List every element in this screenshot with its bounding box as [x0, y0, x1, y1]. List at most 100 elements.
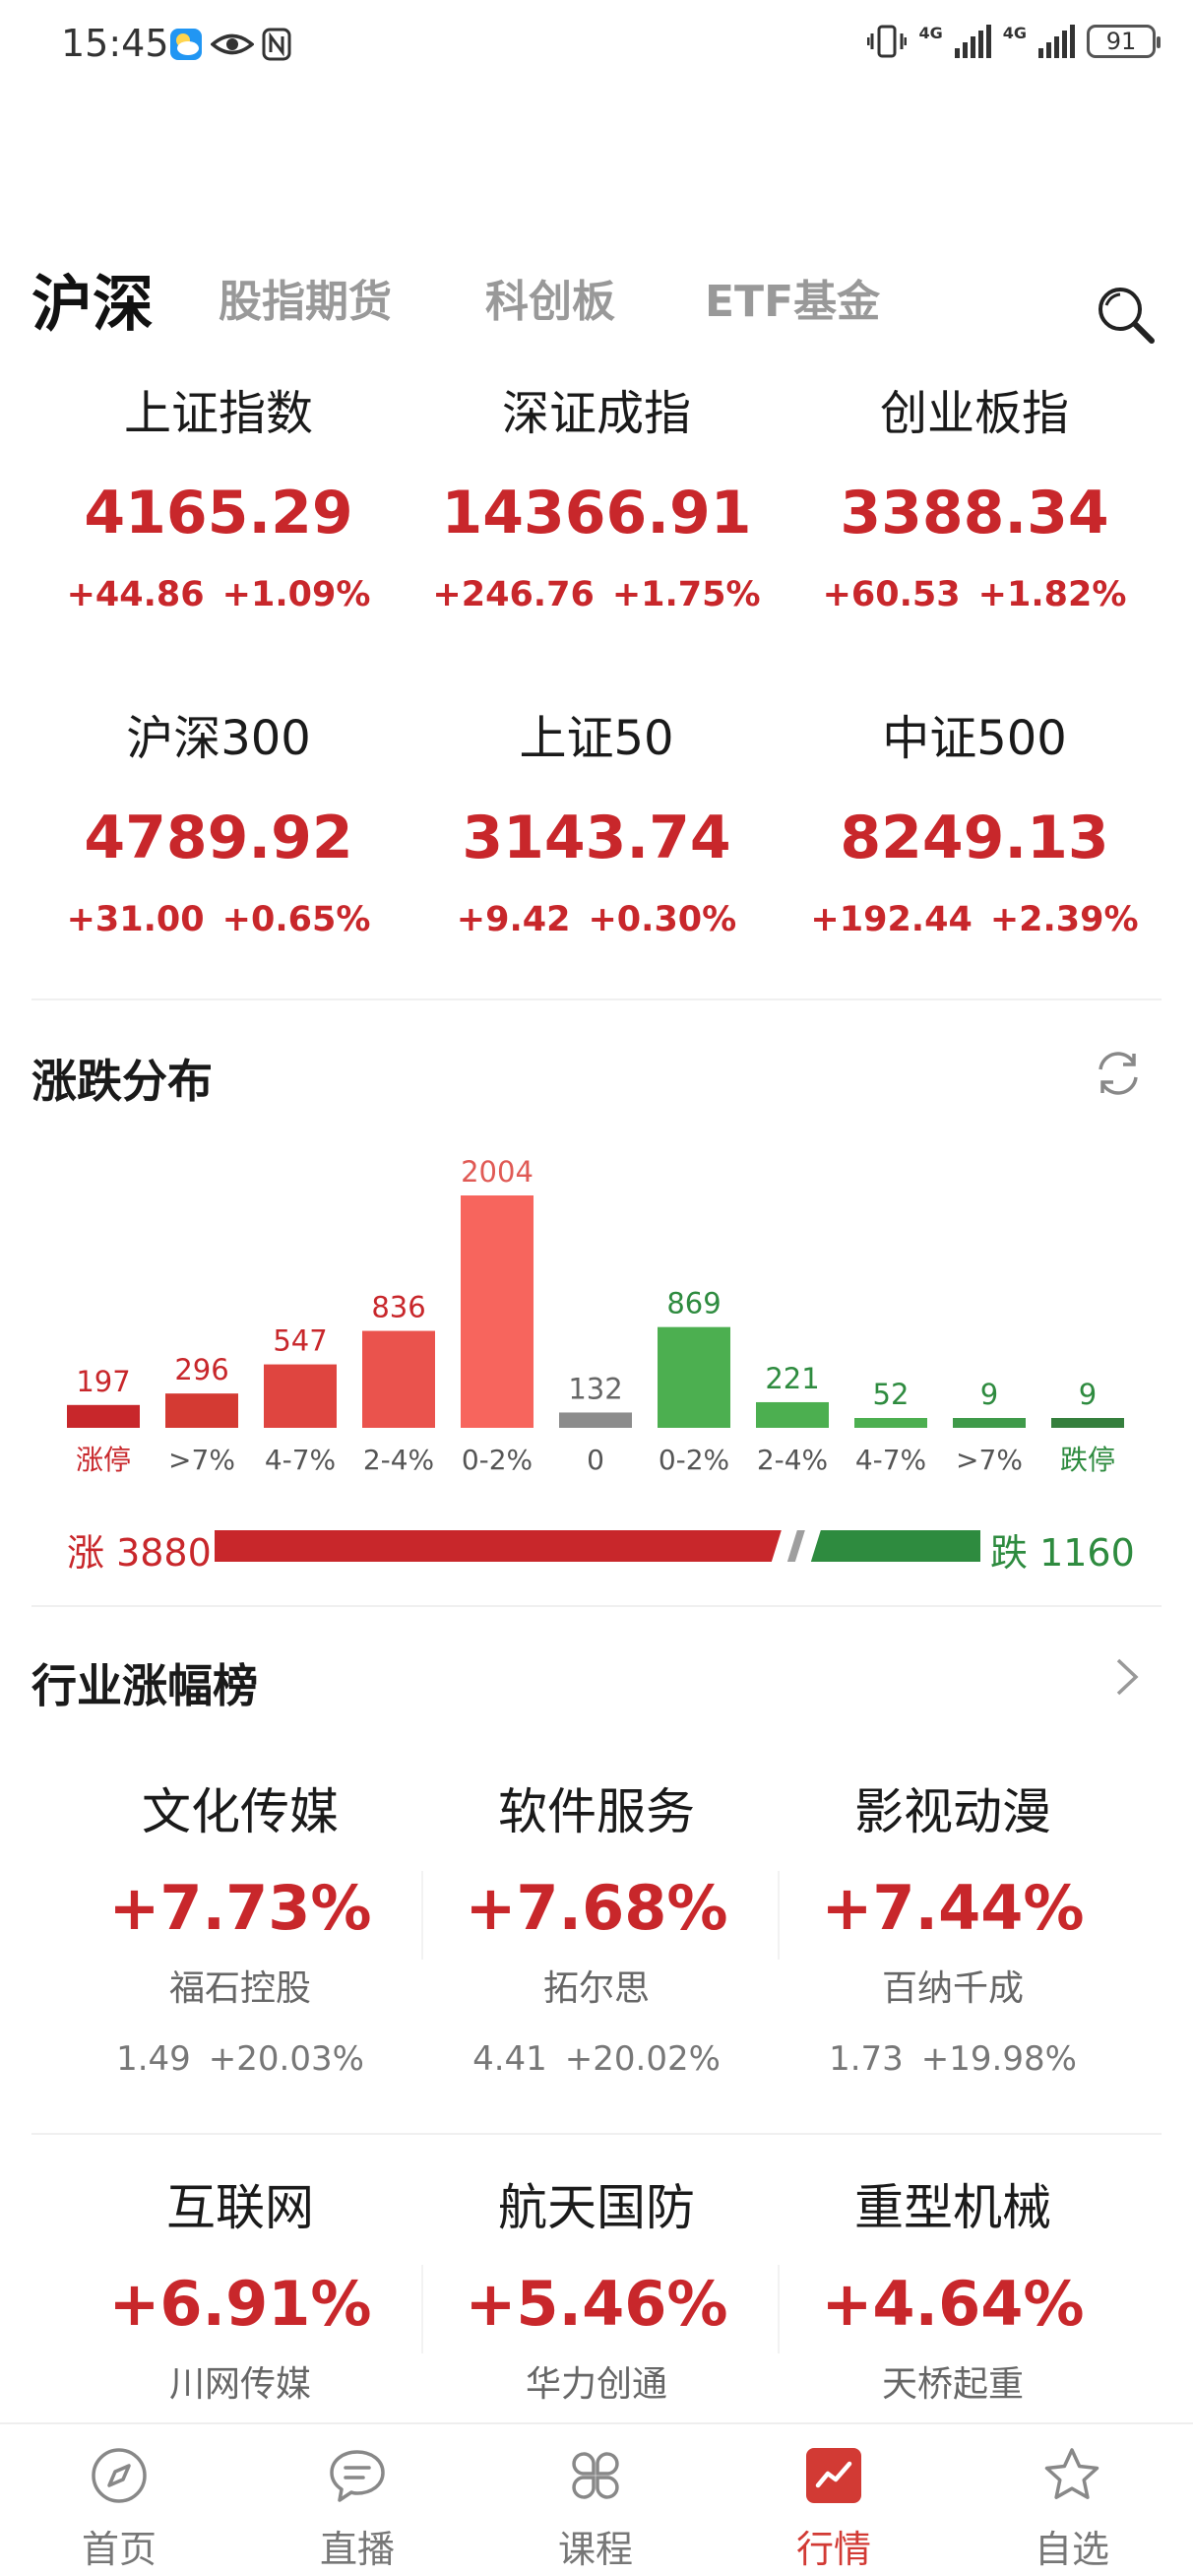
leading-stock-price: 4.41: [472, 2039, 547, 2079]
index-change-pct: +1.09%: [221, 575, 371, 614]
index-change-pct: +1.82%: [977, 575, 1127, 614]
column-separator: [421, 1871, 423, 1960]
up-down-ratio-bar: [215, 1530, 980, 1562]
up-count-label: 涨 3880: [67, 1531, 212, 1575]
industry-pct: +7.44%: [821, 1872, 1085, 1944]
nav-watchlist[interactable]: 自选: [953, 2424, 1191, 2576]
chevron-right-icon[interactable]: [1112, 1654, 1142, 1700]
battery-indicator: 91: [1087, 25, 1161, 58]
index-change: +44.86 +1.09%: [31, 575, 406, 614]
index-change-pct: +0.65%: [221, 900, 371, 939]
distribution-chart: 197 涨停 296 >7% 547 4-7% 836 2-4% 2004 0-2% 132 0 869…: [0, 1132, 1193, 1487]
distribution-bar-label: >7%: [168, 1444, 235, 1476]
index-change: +9.42 +0.30%: [409, 900, 784, 939]
distribution-bar-label: 跌停: [1060, 1444, 1115, 1476]
distribution-bar-label: 涨停: [76, 1444, 131, 1476]
leading-stock-name: 拓尔思: [542, 1968, 650, 2009]
index-card-sse[interactable]: 上证指数 4165.29 +44.86 +1.09%: [31, 384, 406, 614]
weather-app-icon: [170, 29, 202, 60]
column-separator: [421, 2265, 423, 2353]
index-name: 上证指数: [123, 386, 313, 441]
index-change: +192.44 +2.39%: [787, 900, 1162, 939]
industry-name: 航天国防: [498, 2179, 695, 2236]
index-value: 4165.29: [84, 479, 353, 547]
flat-ratio-mark: [786, 1530, 805, 1562]
distribution-bar-value: 9: [980, 1378, 998, 1411]
index-change-points: +31.00: [66, 900, 205, 939]
status-bar: 15:45 4G 4G 91: [0, 0, 1193, 98]
index-change-points: +44.86: [66, 575, 205, 614]
index-change: +246.76 +1.75%: [409, 575, 784, 614]
distribution-bar-value: 296: [174, 1353, 228, 1386]
tab-star-market[interactable]: 科创板: [485, 277, 615, 327]
leading-stock-quote: 4.41 +20.02%: [419, 2038, 774, 2080]
distribution-bar-label: >7%: [956, 1444, 1023, 1476]
industry-card[interactable]: 航天国防 +5.46% 华力创通: [419, 2178, 774, 2407]
index-name: 深证成指: [501, 386, 691, 441]
index-change-pct: +0.30%: [588, 900, 737, 939]
industry-name: 重型机械: [854, 2179, 1051, 2236]
industry-pct: +5.46%: [465, 2268, 728, 2340]
index-card-sse50[interactable]: 上证50 3143.74 +9.42 +0.30%: [409, 709, 784, 939]
nav-market[interactable]: 行情: [715, 2424, 953, 2576]
nav-watchlist-label: 自选: [1034, 2528, 1109, 2571]
search-icon[interactable]: [1095, 284, 1156, 345]
industry-title: 行业涨幅榜: [31, 1659, 258, 1712]
distribution-bar-value: 2004: [461, 1155, 534, 1189]
index-card-chinext[interactable]: 创业板指 3388.34 +60.53 +1.82%: [787, 384, 1162, 614]
down-ratio-bar: [810, 1530, 980, 1562]
trend-chart-icon: [806, 2448, 861, 2503]
refresh-icon[interactable]: [1091, 1046, 1146, 1101]
distribution-bar-label: 0-2%: [659, 1444, 729, 1476]
industry-card[interactable]: 影视动漫 +7.44% 百纳千成 1.73 +19.98%: [776, 1782, 1130, 2080]
industry-pct: +6.91%: [108, 2268, 372, 2340]
column-separator: [778, 2265, 780, 2353]
leading-stock-quote: 1.73 +19.98%: [776, 2038, 1130, 2080]
signal-strength-icon: [954, 25, 991, 58]
index-change-points: +60.53: [822, 575, 961, 614]
leading-stock-pct: +20.02%: [564, 2039, 721, 2079]
index-card-szse[interactable]: 深证成指 14366.91 +246.76 +1.75%: [409, 384, 784, 614]
industry-card[interactable]: 互联网 +6.91% 川网传媒: [63, 2178, 417, 2407]
chat-bubble-icon: [330, 2450, 385, 2502]
star-icon: [1044, 2448, 1099, 2499]
industry-pct: +4.64%: [821, 2268, 1085, 2340]
tab-etf-funds[interactable]: ETF基金: [705, 277, 881, 327]
nav-courses[interactable]: 课程: [476, 2424, 715, 2576]
index-value: 4789.92: [84, 804, 353, 872]
up-ratio-bar: [215, 1530, 782, 1562]
industry-card[interactable]: 软件服务 +7.68% 拓尔思 4.41 +20.02%: [419, 1782, 774, 2080]
distribution-bar-value: 197: [76, 1365, 130, 1398]
nav-live-label: 直播: [319, 2528, 395, 2571]
eye-icon: [211, 33, 254, 55]
industry-card[interactable]: 重型机械 +4.64% 天桥起重: [776, 2178, 1130, 2407]
signal-strength-icon-2: [1038, 25, 1075, 58]
ratio-bar-slant: [771, 1530, 787, 1562]
network-type-icon-2: 4G: [1002, 24, 1027, 42]
vibrate-icon: [867, 25, 908, 58]
distribution-bar: [67, 1404, 140, 1428]
industry-name: 文化传媒: [142, 1783, 339, 1840]
nav-home-label: 首页: [81, 2528, 157, 2571]
nav-live[interactable]: 直播: [238, 2424, 476, 2576]
distribution-bar-value: 836: [371, 1291, 425, 1324]
industry-card[interactable]: 文化传媒 +7.73% 福石控股 1.49 +20.03%: [63, 1782, 417, 2080]
nav-market-label: 行情: [795, 2528, 871, 2571]
nav-home[interactable]: 首页: [0, 2424, 238, 2576]
distribution-title: 涨跌分布: [31, 1055, 213, 1108]
distribution-bar: [264, 1364, 337, 1428]
tab-index-futures[interactable]: 股指期货: [219, 277, 392, 327]
index-name: 沪深300: [126, 711, 311, 766]
tab-hushen[interactable]: 沪深: [31, 268, 155, 340]
index-change-pct: +2.39%: [989, 900, 1139, 939]
index-change-pct: +1.75%: [611, 575, 761, 614]
index-card-csi500[interactable]: 中证500 8249.13 +192.44 +2.39%: [787, 709, 1162, 939]
index-card-csi300[interactable]: 沪深300 4789.92 +31.00 +0.65%: [31, 709, 406, 939]
distribution-bar-value: 221: [765, 1362, 819, 1395]
industry-pct: +7.68%: [465, 1872, 728, 1944]
distribution-bar-label: 2-4%: [757, 1444, 828, 1476]
leading-stock-name: 川网传媒: [168, 2364, 311, 2405]
status-time: 15:45: [61, 22, 169, 65]
index-name: 中证500: [882, 711, 1067, 766]
nav-courses-label: 课程: [557, 2528, 633, 2571]
